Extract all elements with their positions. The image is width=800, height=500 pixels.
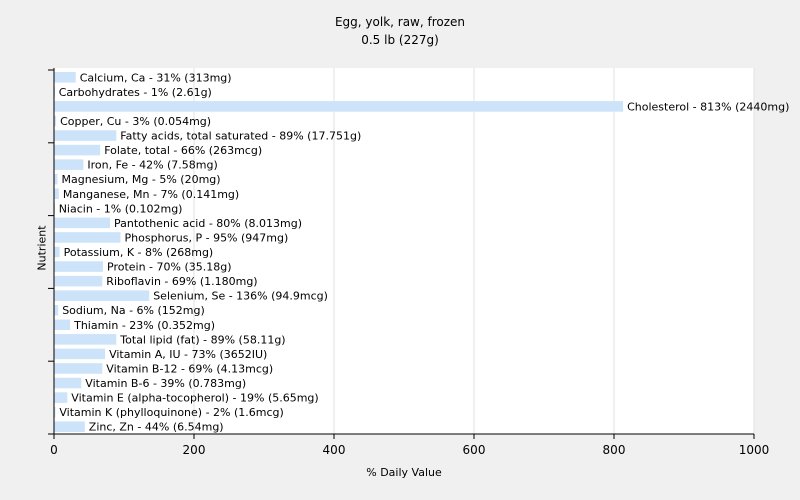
bar-21: [54, 377, 82, 389]
bar-18: [54, 334, 117, 345]
chart-subtitle: 0.5 lb (227g): [361, 33, 439, 47]
bar-7: [54, 173, 58, 185]
x-tick-label-3: 600: [463, 443, 486, 457]
bar-8: [54, 188, 59, 200]
bar-10: [54, 217, 110, 229]
bar-0: [54, 72, 76, 83]
bar-label-4: Fatty acids, total saturated - 89% (17.7…: [120, 130, 361, 143]
bar-label-23: Vitamin K (phylloquinone) - 2% (1.6mcg): [59, 406, 283, 419]
bar-label-13: Protein - 70% (35.18g): [107, 261, 232, 274]
bar-label-24: Zinc, Zn - 44% (6.54mg): [89, 421, 224, 434]
bar-label-0: Calcium, Ca - 31% (313mg): [80, 71, 232, 84]
bar-label-2: Cholesterol - 813% (2440mg): [627, 100, 789, 113]
bar-label-22: Vitamin E (alpha-tocopherol) - 19% (5.65…: [71, 392, 318, 405]
bar-15: [54, 290, 150, 301]
bar-label-19: Vitamin A, IU - 73% (3652IU): [109, 348, 267, 361]
y-axis-title: Nutrient: [35, 225, 49, 271]
bar-16: [54, 304, 59, 316]
bar-11: [54, 232, 121, 243]
bar-label-10: Pantothenic acid - 80% (8.013mg): [114, 217, 302, 230]
bar-22: [54, 392, 68, 403]
bar-13: [54, 261, 103, 272]
bar-label-7: Magnesium, Mg - 5% (20mg): [62, 173, 221, 186]
bar-24: [54, 421, 85, 432]
bar-12: [54, 246, 60, 258]
bar-label-20: Vitamin B-12 - 69% (4.13mcg): [106, 362, 273, 375]
bar-label-1: Carbohydrates - 1% (2.61g): [59, 86, 212, 99]
bar-17: [54, 319, 71, 331]
x-tick-label-0: 0: [50, 443, 58, 457]
bar-20: [54, 363, 103, 374]
bar-label-9: Niacin - 1% (0.102mg): [59, 202, 183, 215]
bar-label-16: Sodium, Na - 6% (152mg): [62, 304, 205, 317]
bar-label-3: Copper, Cu - 3% (0.054mg): [60, 115, 211, 128]
bar-label-14: Riboflavin - 69% (1.180mg): [106, 275, 257, 288]
x-tick-label-5: 1000: [739, 443, 770, 457]
bar-label-11: Phosphorus, P - 95% (947mg): [125, 231, 289, 244]
bar-label-5: Folate, total - 66% (263mcg): [104, 144, 262, 157]
bar-23: [54, 406, 56, 418]
x-axis-title: % Daily Value: [366, 466, 442, 479]
bar-5: [54, 144, 101, 156]
chart-title: Egg, yolk, raw, frozen: [334, 15, 466, 29]
bar-3: [54, 115, 57, 127]
x-tick-label-1: 200: [183, 443, 206, 457]
bar-label-12: Potassium, K - 8% (268mg): [64, 246, 214, 259]
bar-14: [54, 275, 103, 287]
x-tick-label-2: 400: [323, 443, 346, 457]
bar-label-18: Total lipid (fat) - 89% (58.11g): [119, 333, 285, 346]
bar-2: [54, 101, 624, 112]
bar-label-6: Iron, Fe - 42% (7.58mg): [87, 159, 217, 172]
bar-label-15: Selenium, Se - 136% (94.9mcg): [153, 290, 328, 303]
bar-label-8: Manganese, Mn - 7% (0.141mg): [63, 188, 239, 201]
plot-area: [54, 68, 754, 434]
bar-6: [54, 159, 84, 170]
bar-label-17: Thiamin - 23% (0.352mg): [73, 319, 215, 332]
bar-label-21: Vitamin B-6 - 39% (0.783mg): [85, 377, 246, 390]
bar-19: [54, 348, 106, 360]
bar-4: [54, 130, 117, 141]
x-tick-label-4: 800: [603, 443, 626, 457]
